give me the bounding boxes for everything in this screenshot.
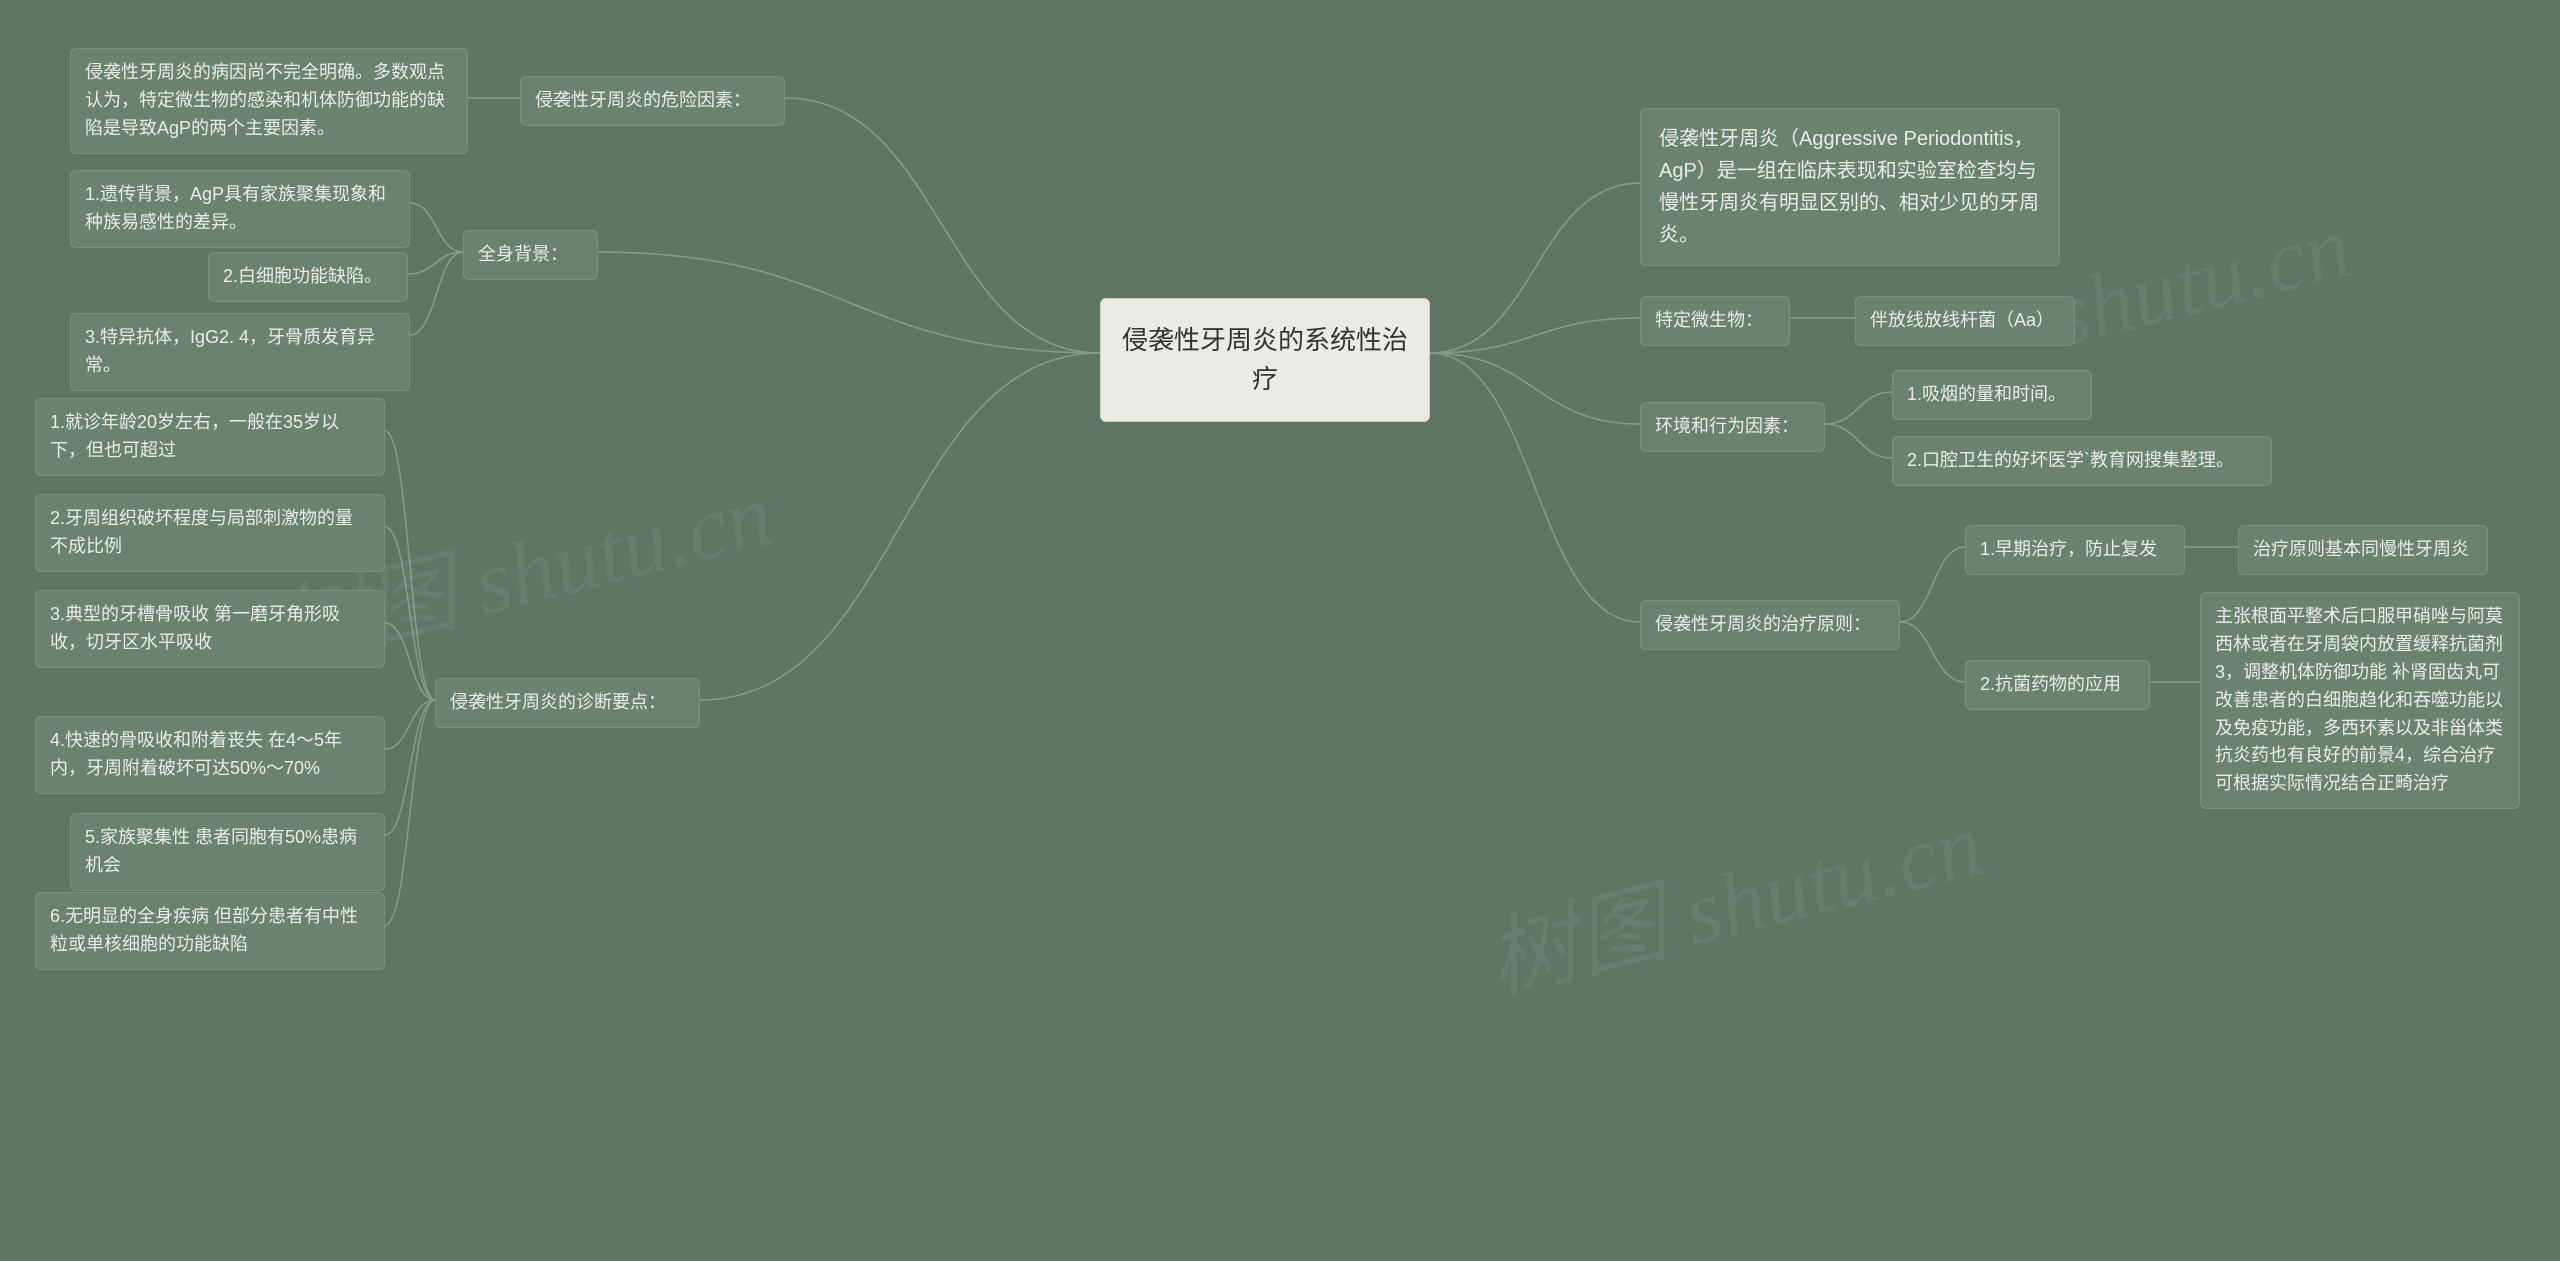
node-label: 侵袭性牙周炎的诊断要点： (450, 692, 666, 712)
edge (1430, 318, 1640, 353)
node-label: 1.就诊年龄20岁左右，一般在35岁以下，但也可超过 (50, 412, 339, 460)
node-label: 3.典型的牙槽骨吸收 第一磨牙角形吸收，切牙区水平吸收 (50, 604, 340, 652)
edge (1430, 183, 1640, 353)
edge (385, 527, 435, 700)
node-label: 侵袭性牙周炎的病因尚不完全明确。多数观点认为，特定微生物的感染和机体防御功能的缺… (85, 62, 445, 138)
mindmap-node[interactable]: 1.早期治疗，防止复发 (1965, 525, 2185, 575)
node-label: 4.快速的骨吸收和附着丧失 在4～5年内，牙周附着破坏可达50%～70% (50, 730, 342, 778)
watermark: shutu.cn (2042, 195, 2360, 368)
mindmap-node[interactable]: 侵袭性牙周炎的治疗原则： (1640, 600, 1900, 650)
edge (410, 203, 463, 252)
edge (385, 623, 435, 700)
node-label: 侵袭性牙周炎的治疗原则： (1655, 614, 1871, 634)
edge (385, 431, 435, 700)
mindmap-node[interactable]: 全身背景： (463, 230, 598, 280)
node-label: 侵袭性牙周炎的危险因素： (535, 90, 751, 110)
node-label: 6.无明显的全身疾病 但部分患者有中性粒或单核细胞的功能缺陷 (50, 906, 358, 954)
node-label: 1.遗传背景，AgP具有家族聚集现象和种族易感性的差异。 (85, 184, 386, 232)
mindmap-node[interactable]: 3.特异抗体，IgG2. 4，牙骨质发育异常。 (70, 313, 410, 391)
mindmap-node[interactable]: 主张根面平整术后口服甲硝唑与阿莫西林或者在牙周袋内放置缓释抗菌剂3，调整机体防御… (2200, 592, 2520, 809)
watermark: 树图 shutu.cn (1472, 771, 1993, 1019)
mindmap-node[interactable]: 侵袭性牙周炎的病因尚不完全明确。多数观点认为，特定微生物的感染和机体防御功能的缺… (70, 48, 468, 154)
node-label: 2.牙周组织破坏程度与局部刺激物的量不成比例 (50, 508, 353, 556)
mindmap-node[interactable]: 1.遗传背景，AgP具有家族聚集现象和种族易感性的差异。 (70, 170, 410, 248)
edge (1900, 622, 1965, 682)
mindmap-node[interactable]: 2.牙周组织破坏程度与局部刺激物的量不成比例 (35, 494, 385, 572)
mindmap-node[interactable]: 侵袭性牙周炎的诊断要点： (435, 678, 700, 728)
mindmap-node[interactable]: 侵袭性牙周炎（Aggressive Periodontitis，AgP）是一组在… (1640, 108, 2060, 266)
edge (385, 700, 435, 835)
mindmap-node[interactable]: 1.吸烟的量和时间。 (1892, 370, 2092, 420)
edge (700, 353, 1100, 700)
mindmap-node[interactable]: 4.快速的骨吸收和附着丧失 在4～5年内，牙周附着破坏可达50%～70% (35, 716, 385, 794)
node-label: 2.抗菌药物的应用 (1980, 674, 2121, 694)
mindmap-node[interactable]: 特定微生物： (1640, 296, 1790, 346)
mindmap-node[interactable]: 侵袭性牙周炎的系统性治疗 (1100, 298, 1430, 422)
edge (1900, 547, 1965, 622)
mindmap-node[interactable]: 1.就诊年龄20岁左右，一般在35岁以下，但也可超过 (35, 398, 385, 476)
node-label: 环境和行为因素： (1655, 416, 1799, 436)
edge (408, 252, 463, 274)
node-label: 治疗原则基本同慢性牙周炎 (2253, 539, 2469, 559)
mindmap-node[interactable]: 环境和行为因素： (1640, 402, 1825, 452)
mindmap-node[interactable]: 治疗原则基本同慢性牙周炎 (2238, 525, 2488, 575)
node-label: 侵袭性牙周炎（Aggressive Periodontitis，AgP）是一组在… (1659, 128, 2039, 246)
edge (410, 252, 463, 335)
node-label: 主张根面平整术后口服甲硝唑与阿莫西林或者在牙周袋内放置缓释抗菌剂3，调整机体防御… (2215, 606, 2503, 793)
mindmap-node[interactable]: 2.抗菌药物的应用 (1965, 660, 2150, 710)
edge (385, 700, 435, 749)
mindmap-canvas: 树图 shutu.cn树图 shutu.cnshutu.cn侵袭性牙周炎的系统性… (0, 0, 2560, 1261)
mindmap-node[interactable]: 6.无明显的全身疾病 但部分患者有中性粒或单核细胞的功能缺陷 (35, 892, 385, 970)
mindmap-node[interactable]: 伴放线放线杆菌（Aa） (1855, 296, 2075, 346)
edge (1430, 353, 1640, 622)
node-label: 2.口腔卫生的好坏医学`教育网搜集整理。 (1907, 450, 2234, 470)
edge (598, 252, 1100, 353)
node-label: 1.吸烟的量和时间。 (1907, 384, 2066, 404)
node-label: 5.家族聚集性 患者同胞有50%患病机会 (85, 827, 357, 875)
mindmap-node[interactable]: 侵袭性牙周炎的危险因素： (520, 76, 785, 126)
mindmap-node[interactable]: 2.口腔卫生的好坏医学`教育网搜集整理。 (1892, 436, 2272, 486)
mindmap-node[interactable]: 3.典型的牙槽骨吸收 第一磨牙角形吸收，切牙区水平吸收 (35, 590, 385, 668)
mindmap-node[interactable]: 2.白细胞功能缺陷。 (208, 252, 408, 302)
edge (1825, 424, 1892, 458)
edge (385, 700, 435, 925)
edge (785, 98, 1100, 353)
node-label: 伴放线放线杆菌（Aa） (1870, 310, 2054, 330)
mindmap-node[interactable]: 5.家族聚集性 患者同胞有50%患病机会 (70, 813, 385, 891)
node-label: 2.白细胞功能缺陷。 (223, 266, 382, 286)
node-label: 3.特异抗体，IgG2. 4，牙骨质发育异常。 (85, 327, 375, 375)
node-label: 全身背景： (478, 244, 568, 264)
edge (1430, 353, 1640, 424)
node-label: 特定微生物： (1655, 310, 1763, 330)
node-label: 侵袭性牙周炎的系统性治疗 (1122, 325, 1408, 394)
node-label: 1.早期治疗，防止复发 (1980, 539, 2157, 559)
edge (1825, 392, 1892, 424)
